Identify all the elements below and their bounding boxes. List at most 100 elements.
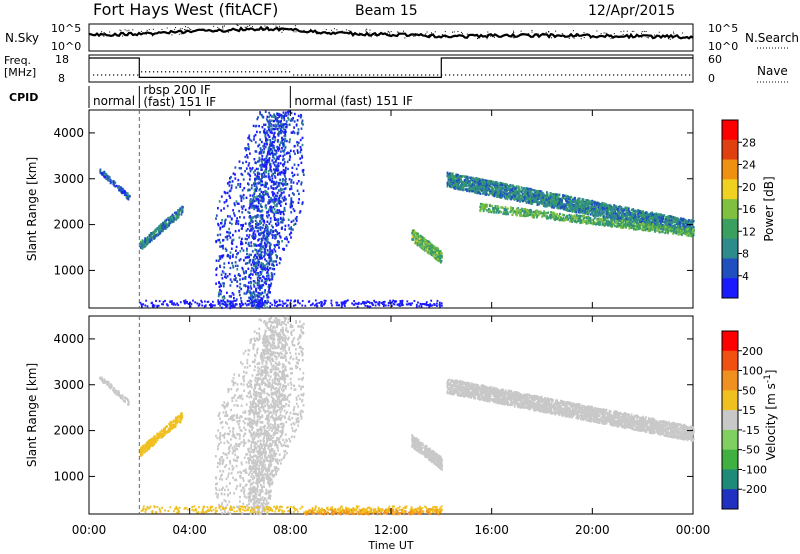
range-gate-cell <box>556 195 559 198</box>
noise-point <box>673 31 674 33</box>
range-gate-cell <box>301 122 303 125</box>
range-gate-cell <box>218 291 220 294</box>
noise-point <box>124 29 126 31</box>
range-gate-cell <box>251 250 254 253</box>
range-gate-cell <box>229 236 232 239</box>
noise-point <box>310 28 311 30</box>
range-gate-cell <box>121 189 124 192</box>
nave-point <box>373 74 375 76</box>
range-gate-cell <box>245 196 248 199</box>
range-gate-cell <box>655 212 658 215</box>
range-gate-cell <box>494 189 496 192</box>
range-gate-cell <box>274 153 277 156</box>
noise-point <box>396 31 398 33</box>
range-gate-cell <box>469 182 471 185</box>
range-gate-cell <box>229 306 232 310</box>
noise-point <box>642 35 643 37</box>
range-gate-cell <box>261 160 263 163</box>
range-gate-cell <box>591 203 594 206</box>
range-gate-cell <box>677 228 680 232</box>
range-gate-cell <box>691 224 694 227</box>
range-gate-cell <box>256 306 258 310</box>
range-gate-cell <box>271 159 274 162</box>
nave-point <box>641 74 643 76</box>
range-gate-cell <box>263 185 266 188</box>
range-gate-cell <box>568 207 571 210</box>
range-gate-cell <box>264 134 267 138</box>
noise-panel: N.Sky N.Search 10^5 10^0 10^5 10^0 <box>5 22 799 53</box>
range-gate-cell <box>276 230 278 234</box>
range-gate-cell <box>114 185 117 188</box>
range-gate-cell <box>548 204 551 207</box>
noise-point <box>146 29 148 31</box>
range-gate-cell <box>289 149 292 152</box>
range-gate-cell <box>636 212 639 215</box>
range-gate-cell <box>216 233 219 237</box>
nave-point <box>165 71 167 73</box>
nave-point <box>305 74 307 76</box>
noise-point <box>389 33 391 35</box>
range-gate-cell <box>290 118 293 121</box>
range-gate-cell <box>230 247 233 250</box>
range-gate-cell <box>290 236 292 239</box>
range-gate-cell <box>463 182 465 185</box>
range-gate-cell <box>273 174 276 178</box>
range-gate-cell <box>113 184 116 187</box>
range-gate-cell <box>506 183 508 187</box>
range-gate-cell <box>258 175 260 179</box>
range-gate-cell <box>279 162 282 165</box>
noise-point <box>658 31 660 33</box>
range-gate-cell <box>244 155 247 159</box>
range-gate-cell <box>293 144 296 148</box>
range-gate-cell <box>262 158 265 162</box>
range-gate-cell <box>595 210 598 213</box>
range-gate-cell <box>219 282 222 286</box>
range-gate-cell <box>225 200 228 203</box>
nave-point <box>213 71 215 73</box>
range-gate-cell <box>585 207 588 210</box>
range-gate-cell <box>249 170 252 173</box>
range-gate-cell <box>297 180 300 183</box>
noise-point <box>237 25 239 26</box>
range-gate-cell <box>472 189 474 193</box>
range-gate-cell <box>256 209 259 212</box>
range-gate-cell <box>244 276 247 279</box>
range-gate-cell <box>265 162 268 165</box>
noise-point <box>273 23 275 25</box>
range-gate-cell <box>215 217 217 220</box>
noise-point <box>174 29 176 31</box>
range-gate-cell <box>296 119 299 122</box>
range-gate-cell <box>249 194 252 197</box>
range-gate-cell <box>462 175 464 178</box>
range-gate-cell <box>258 182 260 185</box>
range-gate-cell <box>664 218 667 221</box>
range-gate-cell <box>293 163 296 166</box>
range-gate-cell <box>283 148 286 152</box>
range-gate-cell <box>252 171 255 174</box>
range-gate-cell <box>260 297 263 300</box>
range-gate-cell <box>269 247 271 250</box>
range-gate-cell <box>118 189 120 192</box>
nave-point <box>465 74 467 76</box>
nave-point <box>317 74 319 76</box>
range-gate-cell <box>269 114 272 117</box>
range-gate-cell <box>648 220 650 223</box>
range-gate-cell <box>674 221 677 224</box>
range-gate-cell <box>570 195 573 199</box>
noise-point <box>378 33 379 35</box>
nave-point <box>353 74 355 76</box>
range-gate-cell <box>276 255 278 258</box>
range-gate-cell <box>256 266 259 270</box>
nave-point <box>245 71 247 73</box>
range-gate-cell <box>222 282 224 285</box>
nave-point <box>689 74 691 76</box>
range-gate-cell <box>618 207 621 210</box>
range-gate-cell <box>472 181 474 184</box>
range-gate-cell <box>273 164 276 167</box>
range-gate-cell <box>534 189 537 192</box>
range-gate-cell <box>272 183 275 186</box>
range-gate-cell <box>266 214 268 217</box>
range-gate-cell <box>474 180 476 183</box>
range-gate-cell <box>286 160 289 164</box>
noise-point <box>126 30 128 32</box>
